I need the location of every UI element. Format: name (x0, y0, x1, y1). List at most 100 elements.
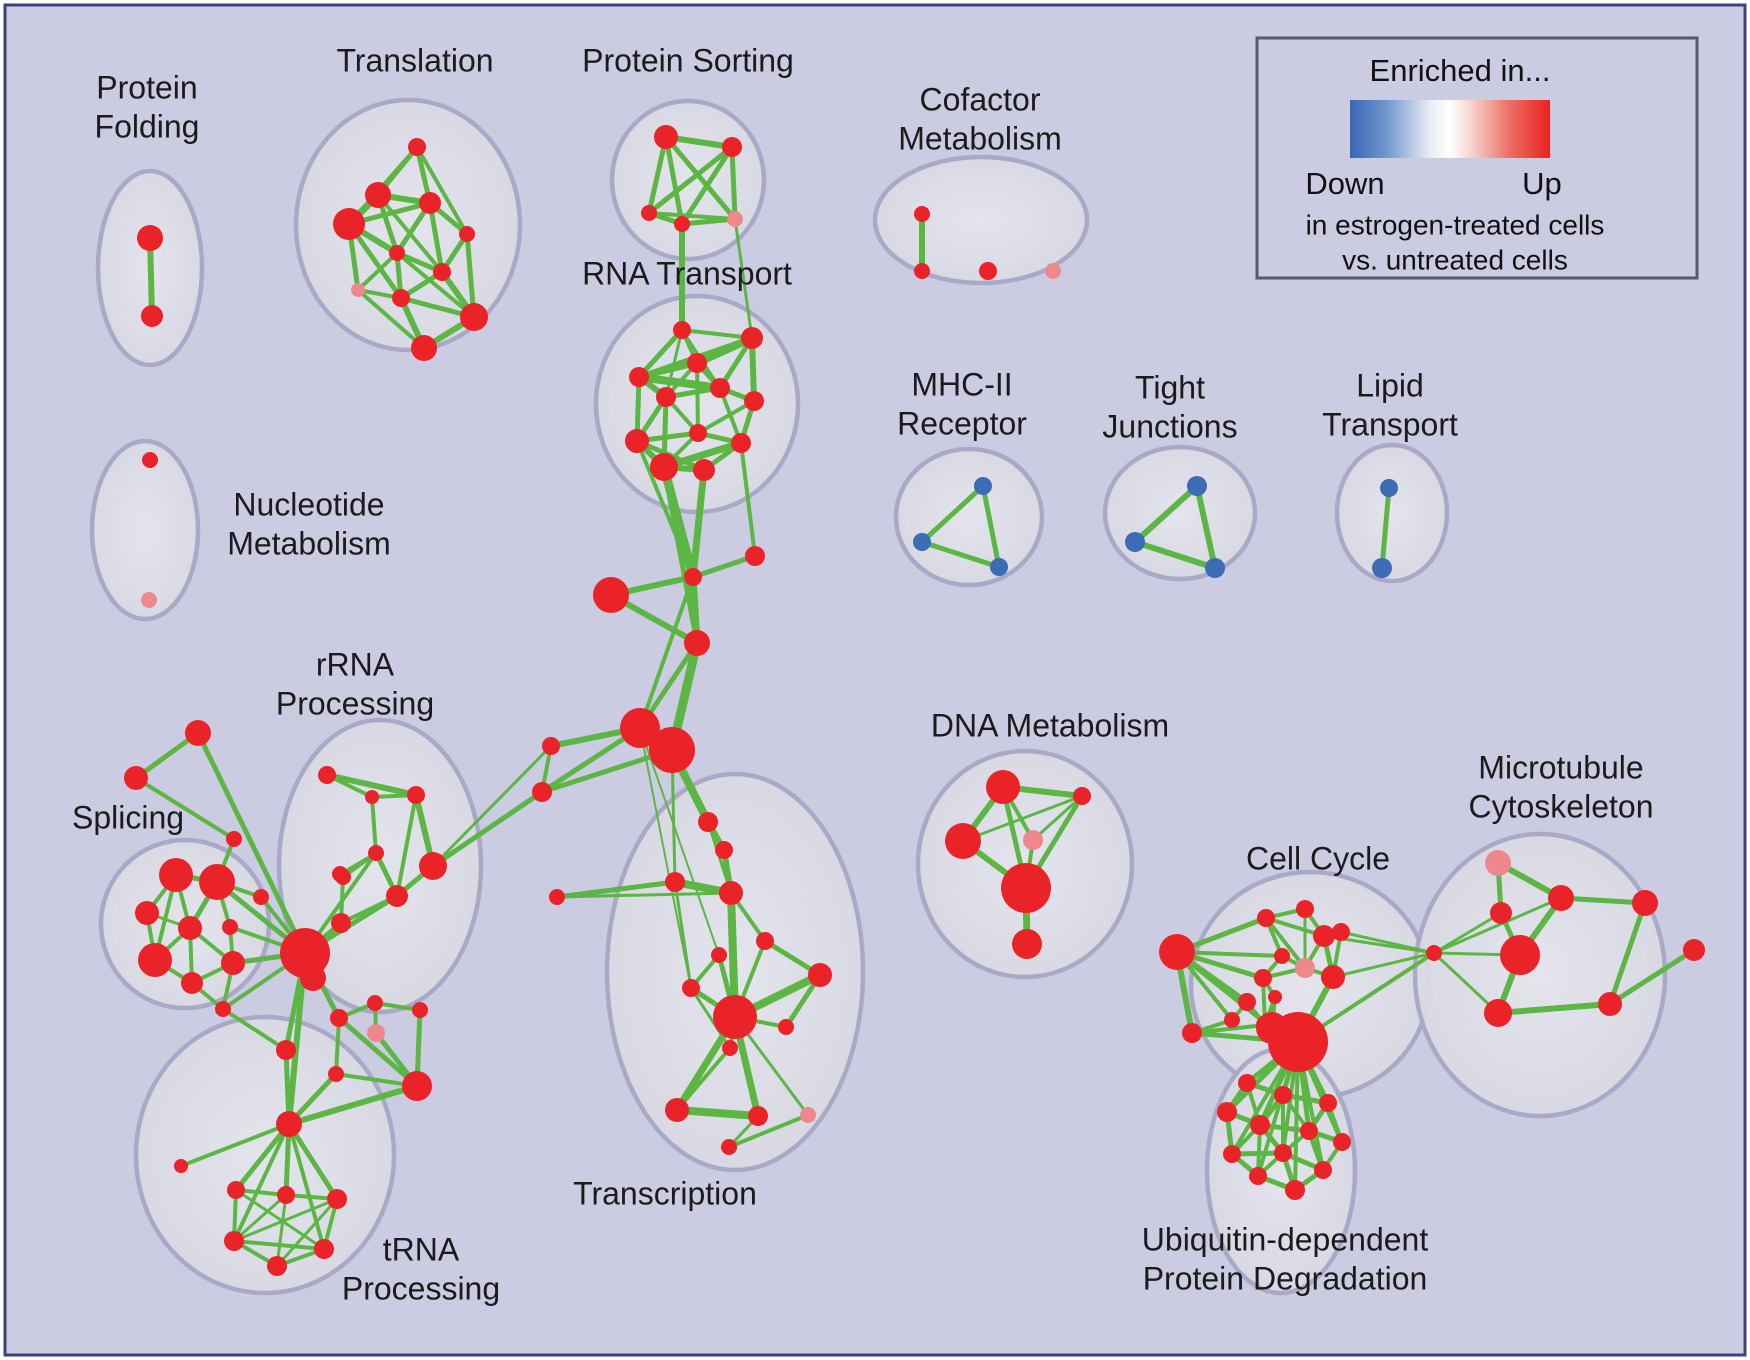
node-r10-red (330, 1009, 348, 1027)
node-r14-red (412, 1002, 428, 1018)
node-t3-red (419, 192, 441, 214)
edge-rt11-mid4 (661, 464, 700, 646)
translation-label-line1: Translation (336, 42, 493, 78)
node-tri1-red (185, 720, 211, 746)
edge-ps2-ps3 (646, 144, 735, 216)
lipid-transport-label-line1: Lipid (1356, 367, 1424, 403)
node-m7-red (1632, 890, 1658, 916)
edge-mh1-mh2 (919, 483, 986, 545)
node-c8-red (1321, 965, 1345, 989)
node-t10-red (460, 303, 488, 331)
node-r9-red (332, 866, 348, 882)
edge-L3-tra (554, 879, 678, 900)
edge-p2-p4 (232, 1193, 288, 1243)
node-hubB-red (649, 727, 695, 773)
edge-r7-L2 (430, 789, 545, 869)
node-mid3-red (593, 577, 629, 613)
edge-t1-t5 (415, 145, 469, 236)
transcription-label-line1: Transcription (573, 1175, 757, 1211)
edge-mh1-mh3 (980, 483, 1002, 570)
edge-ps2-ps5 (729, 144, 738, 222)
node-cf2-red (914, 263, 930, 279)
node-rt2-red (741, 327, 763, 349)
node-ps4-red (674, 216, 690, 232)
node-L2-red (532, 782, 552, 802)
node-tr8-red (778, 1019, 794, 1035)
edge-ps2-ps4 (679, 144, 735, 227)
node-ps2-red (722, 137, 742, 157)
node-ps3-red (641, 205, 657, 221)
protein-sorting-label-line1: Protein Sorting (582, 42, 794, 78)
edge-p2-p6 (275, 1193, 288, 1268)
rrna-processing-label-line2: Processing (276, 685, 434, 721)
node-r6-red (386, 885, 408, 907)
node-ps1-red (654, 125, 678, 149)
node-mid4-red (684, 630, 710, 656)
edge-ps1-ps4 (663, 134, 685, 227)
node-cb-red (1159, 934, 1195, 970)
edge-tj1-tj3 (1194, 483, 1218, 571)
node-t8-pink (351, 283, 365, 297)
nucleotide-metabolism-label-line2: Metabolism (227, 525, 391, 561)
edge-t3-t7 (427, 200, 445, 275)
cofactor-metabolism-label-line1: Cofactor (920, 81, 1041, 117)
node-r15-pink (367, 1024, 385, 1042)
node-rt9-red (625, 429, 649, 453)
node-mid1-red (684, 568, 702, 586)
edge-ps5-rt2 (733, 217, 754, 340)
edge-m6-m7 (1607, 900, 1648, 1007)
edge-hubT2-p3 (286, 1121, 340, 1202)
splicing-label-line1: Splicing (72, 799, 184, 835)
node-pf2-red (141, 305, 163, 327)
node-p6-red (267, 1256, 287, 1276)
node-tj1-blue (1187, 476, 1207, 496)
cofactor-metabolism-label-line2: Metabolism (898, 120, 1062, 156)
node-m1-pink (1485, 850, 1511, 876)
edge-tri1-hubR (195, 730, 308, 956)
lipid-transport-ellipse (1334, 442, 1450, 584)
node-tj3-blue (1205, 558, 1225, 578)
edge-pf1-pf2 (147, 235, 155, 319)
node-rt6-red (656, 387, 676, 407)
node-t4-red (333, 208, 365, 240)
edge-t6-t10 (395, 251, 476, 319)
node-rt4-red (629, 367, 649, 387)
node-c13-red (1224, 1012, 1240, 1028)
network-nodes (124, 125, 1705, 1276)
node-s10-red (215, 1001, 231, 1017)
node-cf4-pink (1045, 263, 1061, 279)
node-r7-red (419, 852, 447, 880)
edge-L3-tr3 (555, 891, 733, 899)
cofactor-metabolism-ellipse (872, 154, 1090, 286)
node-u9-red (1274, 1144, 1292, 1162)
legend-up-label: Up (1522, 166, 1562, 201)
mhc-ii-receptor-ellipse (893, 446, 1045, 588)
edge-tr9-tr10 (675, 1046, 732, 1112)
nucleotide-metabolism-ellipse (89, 438, 201, 622)
microtubule-cytoskeleton-ellipse (1412, 831, 1668, 1119)
node-rt7-red (744, 391, 764, 411)
node-s2-red (199, 864, 235, 900)
legend-subtitle-line1: in estrogen-treated cells (1306, 209, 1605, 240)
node-p4-red (224, 1231, 244, 1251)
node-mid2-red (745, 546, 765, 566)
node-m8-red (1683, 939, 1705, 961)
edge-ps1-ps5 (663, 134, 738, 222)
node-t7-red (433, 263, 451, 281)
node-rt11-red (650, 453, 678, 481)
edge-hubA-tr6 (639, 727, 692, 989)
node-hu2-red (1256, 1012, 1288, 1044)
edge-mid1-hubA (638, 575, 695, 730)
node-u8-red (1223, 1145, 1241, 1163)
edge-tr12-tr13 (727, 1113, 810, 1149)
edge-tr6-tr9 (689, 986, 732, 1050)
edge-ps1-ps3 (646, 134, 669, 216)
node-d1-red (986, 770, 1020, 804)
dna-metabolism-label-line1: DNA Metabolism (931, 707, 1169, 743)
node-tri3-red (226, 831, 242, 847)
edge-r7-L1 (431, 744, 553, 868)
node-r13-red (367, 995, 383, 1011)
edge-r11-s10 (221, 1007, 288, 1052)
